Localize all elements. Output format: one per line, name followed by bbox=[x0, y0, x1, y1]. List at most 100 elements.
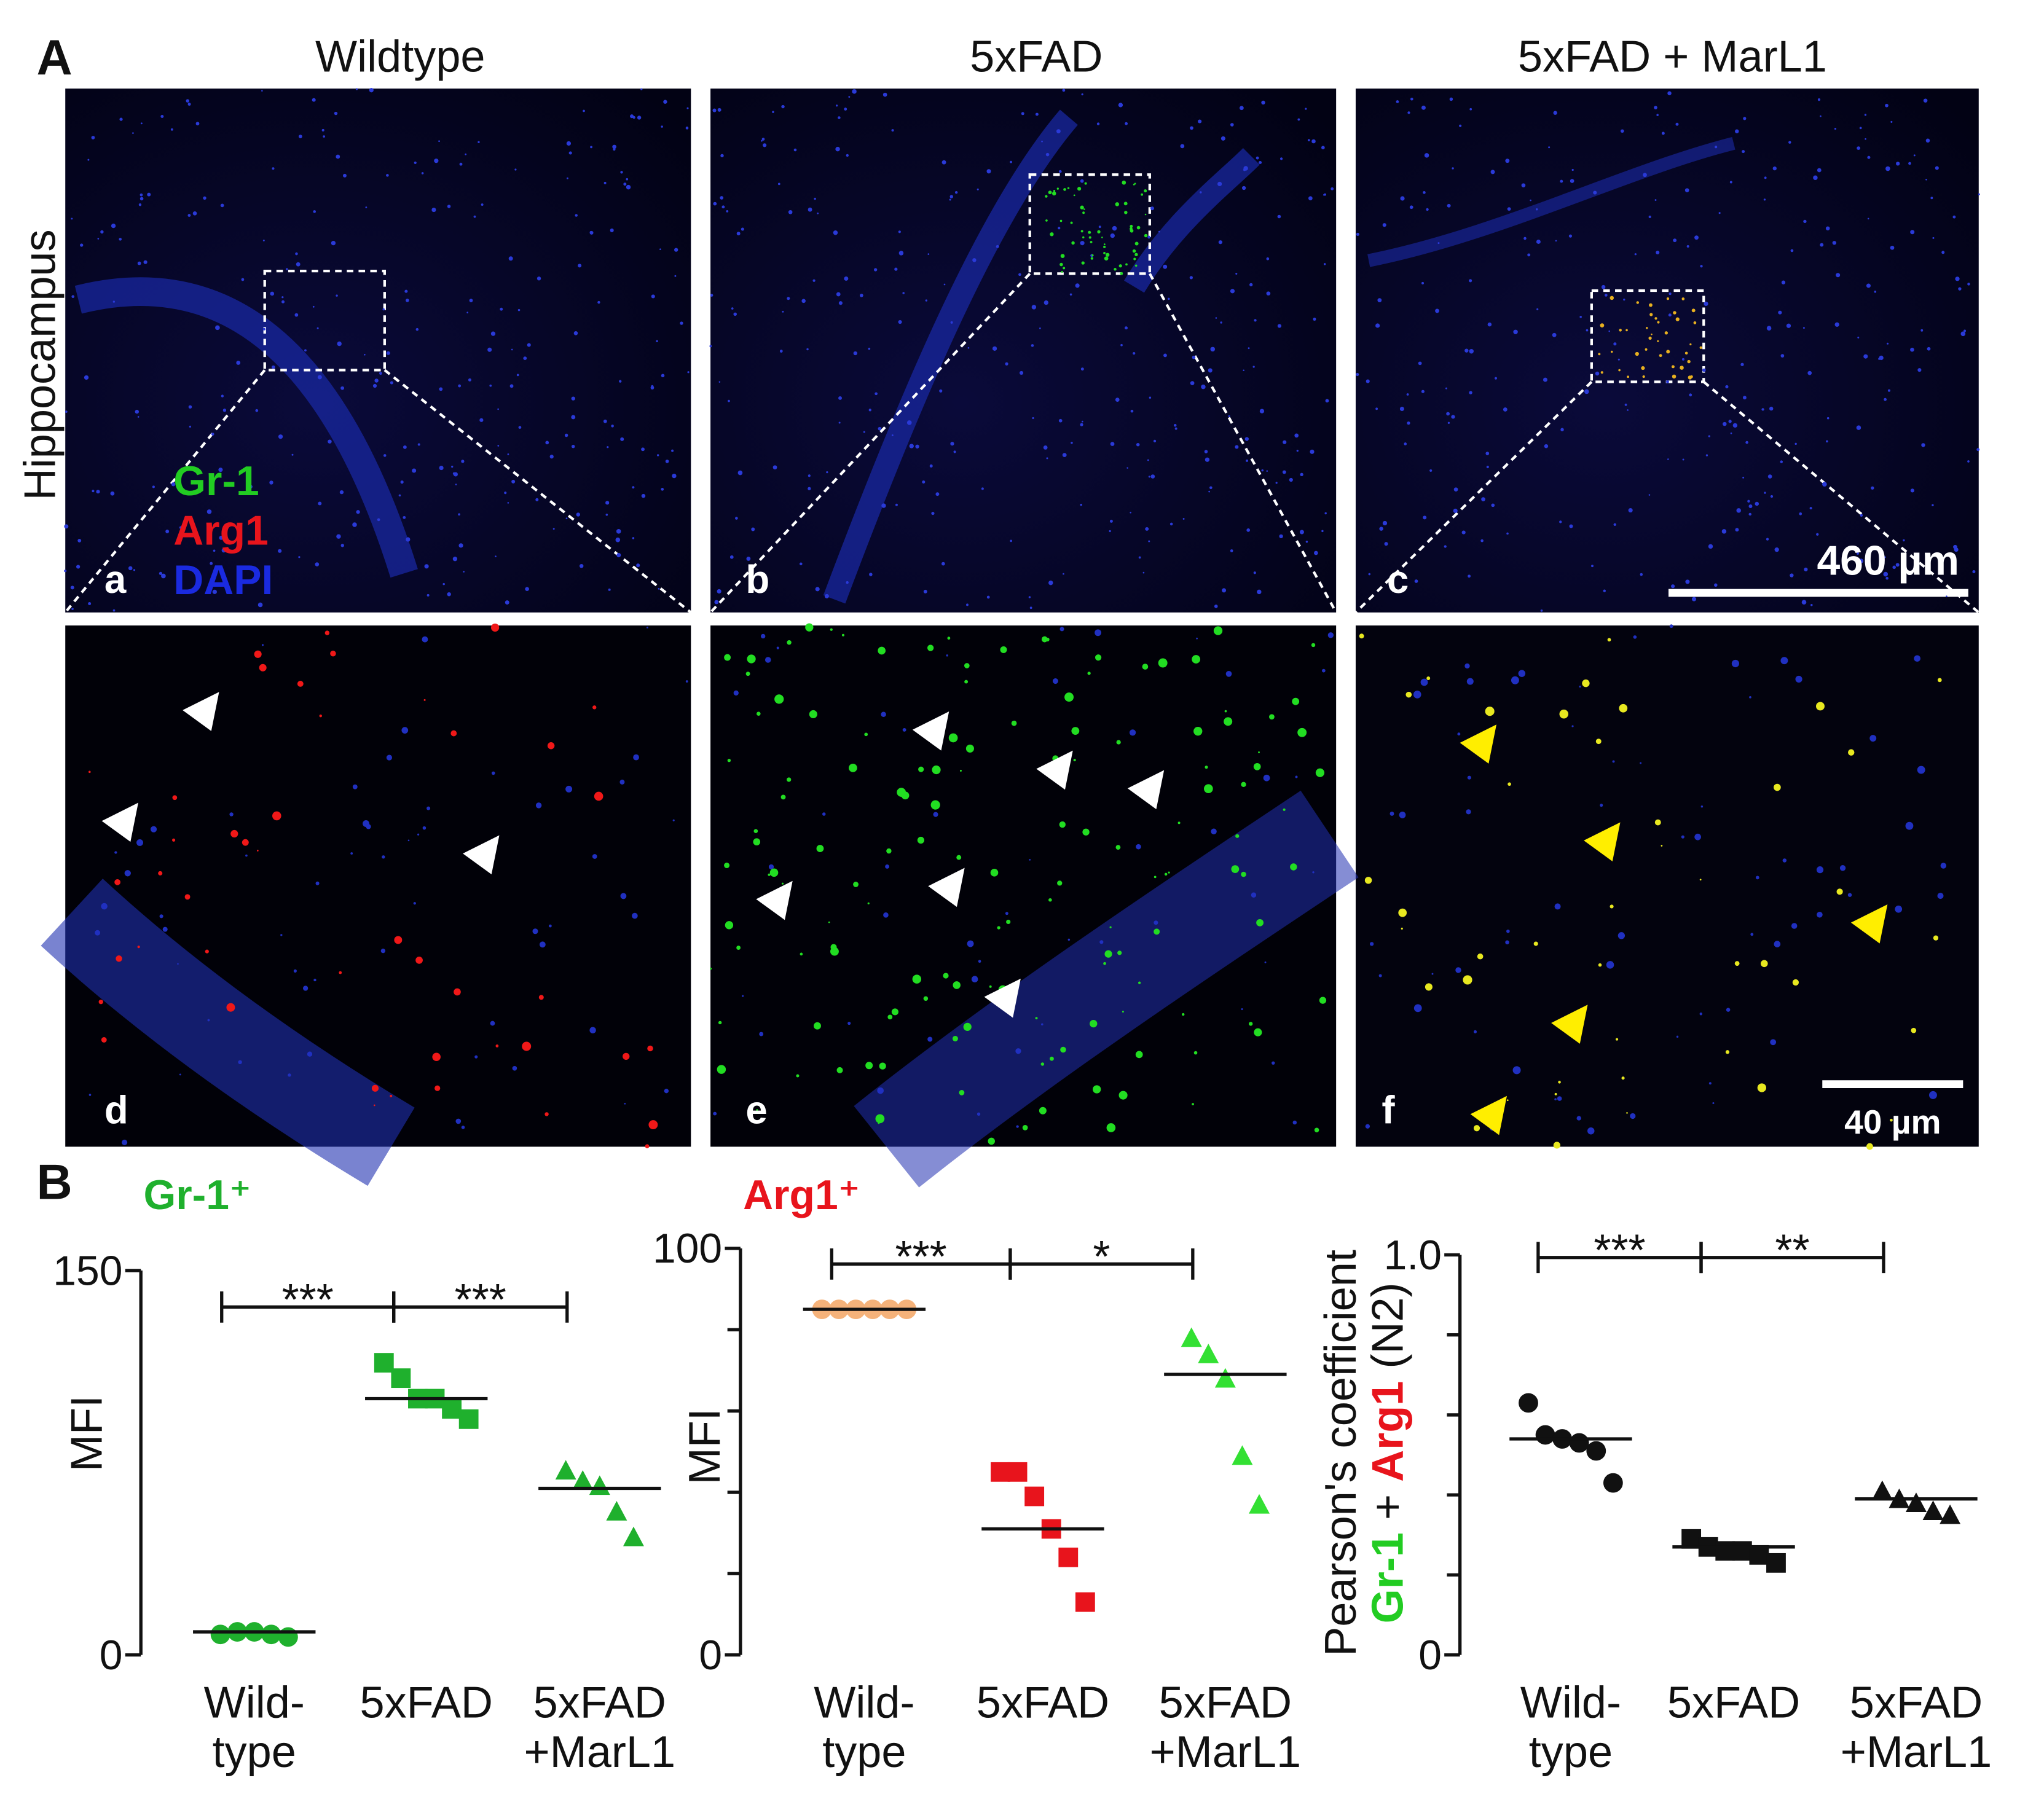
speckle bbox=[988, 1137, 995, 1145]
speckle bbox=[1096, 122, 1100, 125]
speckle bbox=[1640, 573, 1643, 576]
speckle bbox=[1193, 727, 1203, 736]
arrowhead bbox=[1584, 822, 1621, 861]
speckle bbox=[364, 353, 366, 356]
speckle bbox=[191, 466, 194, 469]
speckle bbox=[1466, 678, 1474, 685]
speckle bbox=[1464, 663, 1470, 669]
speckle bbox=[1150, 474, 1155, 479]
speckle bbox=[1623, 299, 1625, 301]
speckle bbox=[747, 654, 756, 664]
panel-label: A bbox=[37, 30, 73, 85]
speckle bbox=[1000, 646, 1007, 654]
speckle bbox=[114, 851, 117, 854]
speckle bbox=[1006, 919, 1011, 925]
speckle bbox=[1978, 193, 1980, 195]
speckle bbox=[1071, 441, 1073, 444]
x-tick-label: 5xFAD +MarL1 bbox=[1150, 1678, 1302, 1777]
speckle bbox=[1082, 828, 1090, 836]
speckle bbox=[746, 557, 751, 561]
speckle bbox=[1584, 389, 1589, 394]
speckle bbox=[140, 122, 143, 125]
speckle bbox=[1770, 495, 1774, 498]
speckle bbox=[736, 232, 741, 236]
speckle bbox=[1063, 188, 1066, 191]
speckle bbox=[1261, 100, 1265, 105]
speckle bbox=[119, 117, 123, 121]
row-title: Hippocampus bbox=[15, 229, 65, 500]
speckle bbox=[721, 205, 725, 209]
speckle bbox=[808, 207, 812, 212]
data-point bbox=[1007, 1462, 1028, 1482]
speckle bbox=[1557, 1096, 1562, 1101]
speckle bbox=[1109, 926, 1112, 928]
speckle bbox=[1283, 440, 1287, 444]
speckle bbox=[1253, 571, 1256, 574]
speckle bbox=[114, 879, 120, 885]
speckle bbox=[1967, 460, 1970, 463]
speckle bbox=[1375, 407, 1378, 410]
speckle bbox=[1809, 507, 1812, 510]
speckle bbox=[1214, 605, 1218, 608]
speckle bbox=[1618, 358, 1620, 361]
speckle bbox=[1136, 844, 1141, 850]
speckle bbox=[1041, 636, 1048, 643]
speckle bbox=[313, 210, 316, 213]
speckle bbox=[383, 454, 387, 457]
speckle bbox=[589, 230, 594, 235]
speckle bbox=[1610, 296, 1614, 300]
speckle bbox=[133, 569, 136, 571]
speckle bbox=[1464, 348, 1469, 353]
speckle bbox=[877, 1087, 884, 1094]
speckle bbox=[1548, 146, 1551, 149]
speckle bbox=[608, 588, 611, 591]
speckle bbox=[1890, 245, 1895, 250]
speckle bbox=[1766, 326, 1772, 331]
speckle bbox=[1193, 1051, 1198, 1055]
speckle bbox=[633, 754, 639, 761]
speckle bbox=[406, 537, 411, 542]
speckle bbox=[447, 592, 451, 597]
data-point bbox=[1940, 1504, 1961, 1524]
speckle bbox=[1200, 191, 1202, 194]
speckle bbox=[1406, 393, 1409, 396]
arrowhead bbox=[183, 692, 219, 731]
speckle bbox=[1648, 215, 1651, 218]
speckle bbox=[1606, 961, 1614, 969]
speckle bbox=[1780, 657, 1788, 665]
speckle bbox=[1718, 212, 1721, 214]
speckle bbox=[158, 871, 163, 876]
speckle bbox=[101, 1037, 107, 1043]
speckle bbox=[1836, 888, 1843, 895]
speckle bbox=[1640, 762, 1642, 764]
speckle bbox=[1378, 974, 1382, 977]
speckle bbox=[474, 1055, 478, 1059]
arrowhead bbox=[928, 868, 965, 907]
speckle bbox=[898, 230, 901, 233]
speckle bbox=[718, 381, 721, 383]
speckle bbox=[761, 139, 763, 142]
speckle bbox=[179, 1073, 181, 1076]
speckle bbox=[1180, 144, 1185, 149]
speckle bbox=[875, 392, 878, 396]
speckle bbox=[1132, 249, 1136, 253]
speckle bbox=[1133, 257, 1136, 261]
speckle bbox=[1642, 375, 1645, 378]
significance-bracket bbox=[1008, 1248, 1195, 1280]
speckle bbox=[545, 441, 549, 445]
speckle bbox=[830, 628, 833, 631]
speckle bbox=[516, 374, 519, 377]
speckle bbox=[1359, 633, 1364, 639]
speckle bbox=[1312, 871, 1315, 874]
speckle bbox=[1769, 406, 1774, 411]
speckle bbox=[1266, 257, 1270, 261]
speckle bbox=[1453, 508, 1458, 513]
speckle bbox=[1743, 117, 1747, 120]
speckle bbox=[313, 978, 316, 982]
speckle bbox=[294, 313, 299, 317]
speckle bbox=[1641, 366, 1645, 370]
speckle bbox=[659, 248, 661, 251]
speckle bbox=[1687, 359, 1691, 364]
speckle bbox=[964, 680, 969, 684]
data-point bbox=[1214, 1368, 1236, 1388]
